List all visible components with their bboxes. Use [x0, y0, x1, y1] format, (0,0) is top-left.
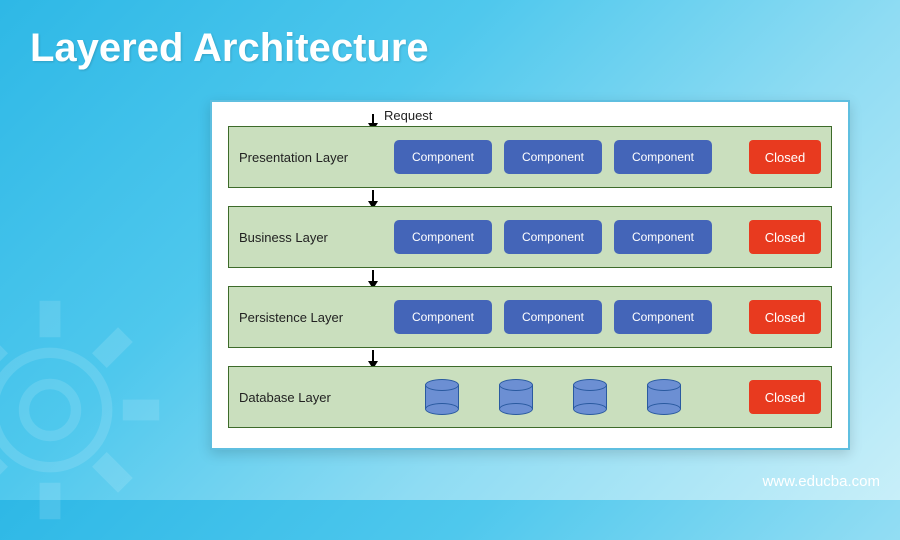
- layer-label: Presentation Layer: [239, 150, 369, 165]
- layer-row: Persistence LayerComponentComponentCompo…: [228, 286, 832, 348]
- component-box: Component: [394, 300, 492, 334]
- component-box: Component: [394, 140, 492, 174]
- status-closed: Closed: [749, 380, 821, 414]
- architecture-diagram: Request Presentation LayerComponentCompo…: [210, 100, 850, 450]
- layer-row: Database Layer Closed: [228, 366, 832, 428]
- layer-label: Business Layer: [239, 230, 369, 245]
- status-closed: Closed: [749, 300, 821, 334]
- component-box: Component: [614, 300, 712, 334]
- component-box: Component: [504, 220, 602, 254]
- layer-label: Persistence Layer: [239, 310, 369, 325]
- component-box: Component: [614, 220, 712, 254]
- database-cylinder-icon: [647, 379, 681, 415]
- layer-row: Presentation LayerComponentComponentComp…: [228, 126, 832, 188]
- database-cylinder-icon: [573, 379, 607, 415]
- footer-url: www.educba.com: [762, 473, 880, 490]
- page-title: Layered Architecture: [30, 26, 429, 71]
- component-box: Component: [504, 300, 602, 334]
- status-closed: Closed: [749, 220, 821, 254]
- background-gear-icon: [0, 280, 180, 540]
- layer-row: Business LayerComponentComponentComponen…: [228, 206, 832, 268]
- database-cylinder-icon: [425, 379, 459, 415]
- layer-components: Component Component Component: [369, 300, 737, 334]
- database-cylinder-icon: [499, 379, 533, 415]
- layer-label: Database Layer: [239, 390, 369, 405]
- layer-components: Component Component Component: [369, 220, 737, 254]
- component-box: Component: [504, 140, 602, 174]
- status-closed: Closed: [749, 140, 821, 174]
- layer-components: [369, 379, 737, 415]
- layer-components: Component Component Component: [369, 140, 737, 174]
- request-label: Request: [384, 108, 432, 123]
- component-box: Component: [614, 140, 712, 174]
- component-box: Component: [394, 220, 492, 254]
